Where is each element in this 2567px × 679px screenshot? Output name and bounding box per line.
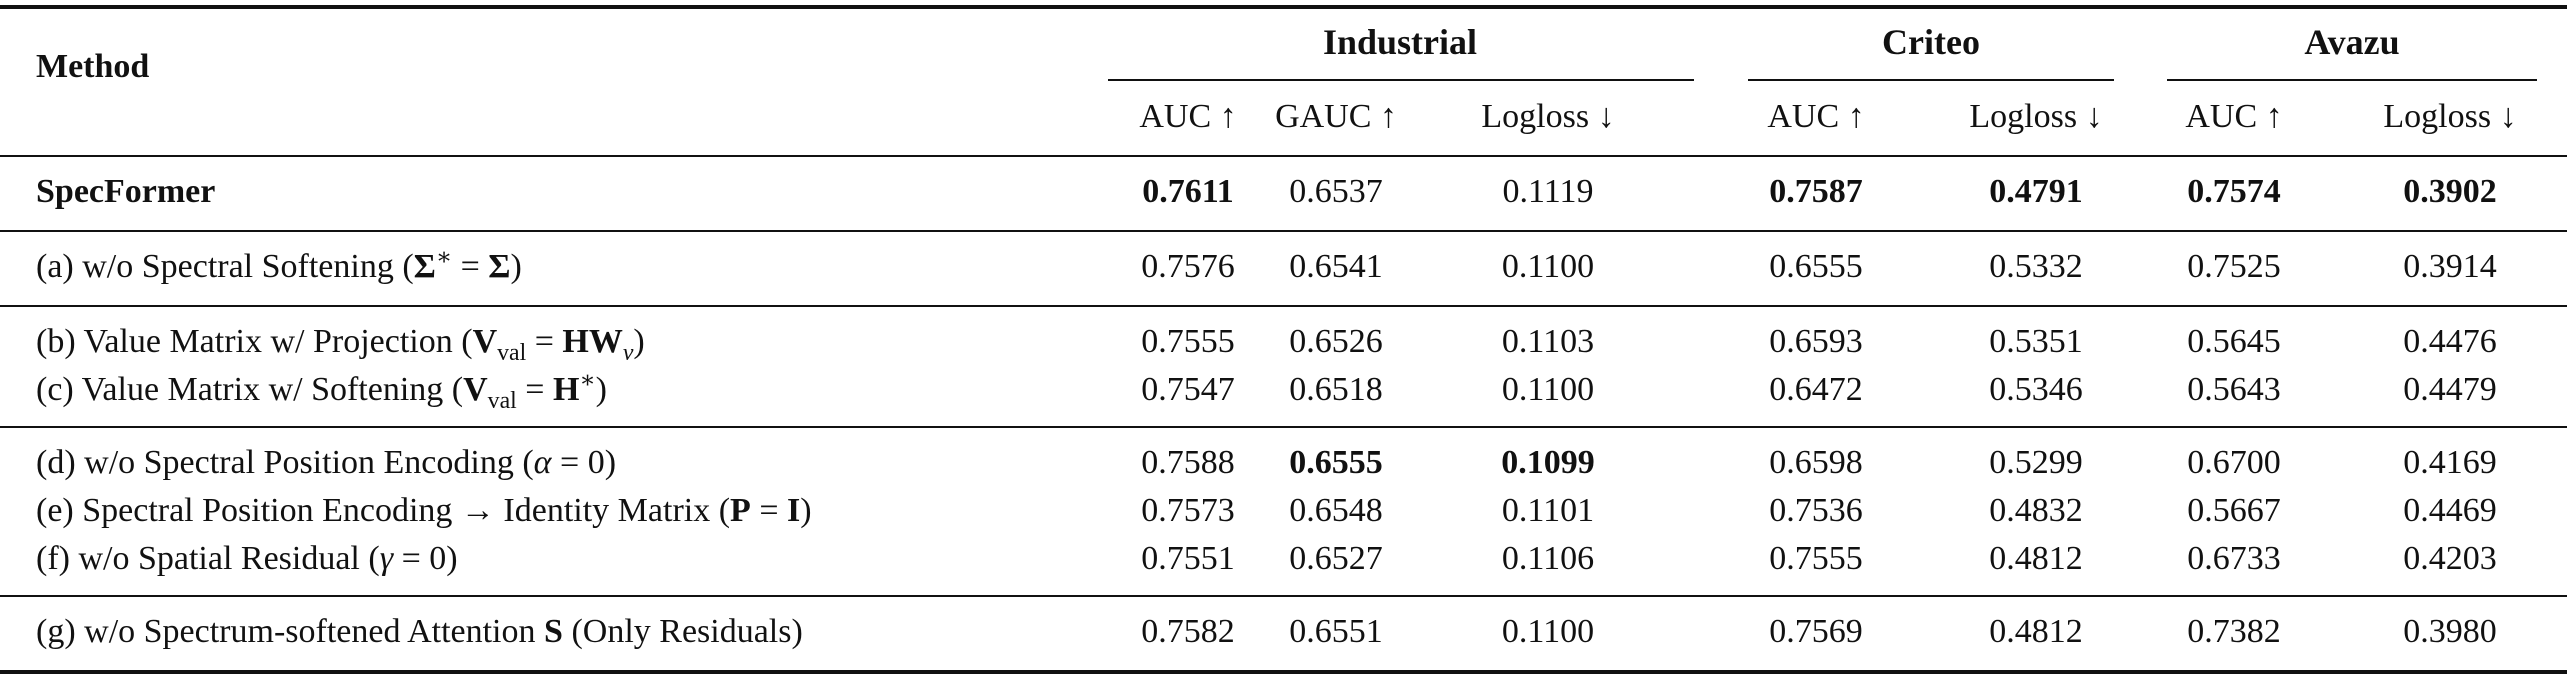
row-label-specformer: SpecFormer	[36, 173, 216, 210]
cell-r6-c3: 0.7555	[1769, 540, 1863, 577]
cell-r1-c4: 0.5332	[1989, 248, 2083, 285]
row-label-c: (c) Value Matrix w/ Softening (Vval = H∗…	[36, 367, 607, 414]
cell-r0-c3: 0.7587	[1769, 173, 1863, 210]
cell-r6-c0: 0.7551	[1141, 540, 1235, 577]
cell-r7-c6: 0.3980	[2403, 613, 2497, 650]
cell-r2-c2: 0.1103	[1501, 323, 1595, 360]
avazu-underline	[2167, 79, 2537, 81]
group-header-industrial: Industrial	[1322, 22, 1478, 62]
cell-r5-c3: 0.7536	[1769, 492, 1863, 529]
cell-r5-c5: 0.5667	[2187, 492, 2281, 529]
metric-header-0: AUC ↑	[1139, 98, 1237, 135]
cell-r1-c0: 0.7576	[1141, 248, 1235, 285]
criteo-underline	[1748, 79, 2114, 81]
cell-r7-c4: 0.4812	[1989, 613, 2083, 650]
cell-r0-c1: 0.6537	[1289, 173, 1383, 210]
cell-r7-c2: 0.1100	[1501, 613, 1595, 650]
cell-r3-c1: 0.6518	[1289, 371, 1383, 408]
rule-after-a	[0, 305, 2567, 307]
cell-r5-c2: 0.1101	[1501, 492, 1595, 529]
rule-after-c	[0, 426, 2567, 428]
cell-r4-c0: 0.7588	[1141, 444, 1235, 481]
cell-r3-c6: 0.4479	[2403, 371, 2497, 408]
bottom-rule	[0, 670, 2567, 674]
cell-r3-c3: 0.6472	[1769, 371, 1863, 408]
cell-r2-c4: 0.5351	[1989, 323, 2083, 360]
cell-r5-c0: 0.7573	[1141, 492, 1235, 529]
cell-r4-c6: 0.4169	[2403, 444, 2497, 481]
cell-r1-c5: 0.7525	[2187, 248, 2281, 285]
cell-r4-c4: 0.5299	[1989, 444, 2083, 481]
row-label-a: (a) w/o Spectral Softening (Σ∗ = Σ)	[36, 244, 522, 285]
row-label-e: (e) Spectral Position Encoding → Identit…	[36, 492, 812, 529]
header-rule	[0, 155, 2567, 157]
cell-r0-c6: 0.3902	[2403, 173, 2497, 210]
metric-header-1: GAUC ↑	[1275, 98, 1397, 135]
cell-r2-c0: 0.7555	[1141, 323, 1235, 360]
cell-r7-c3: 0.7569	[1769, 613, 1863, 650]
cell-r4-c3: 0.6598	[1769, 444, 1863, 481]
cell-r5-c4: 0.4832	[1989, 492, 2083, 529]
cell-r4-c1: 0.6555	[1289, 444, 1383, 481]
row-label-g: (g) w/o Spectrum-softened Attention S (O…	[36, 613, 803, 650]
cell-r3-c5: 0.5643	[2187, 371, 2281, 408]
cell-r2-c3: 0.6593	[1769, 323, 1863, 360]
metric-header-3: AUC ↑	[1767, 98, 1865, 135]
cell-r3-c2: 0.1100	[1501, 371, 1595, 408]
cell-r2-c5: 0.5645	[2187, 323, 2281, 360]
rule-after-f	[0, 595, 2567, 597]
top-rule	[0, 5, 2567, 9]
cell-r3-c4: 0.5346	[1989, 371, 2083, 408]
cell-r6-c4: 0.4812	[1989, 540, 2083, 577]
group-header-avazu: Avazu	[2304, 22, 2400, 62]
group-header-criteo: Criteo	[1882, 22, 1980, 62]
cell-r0-c5: 0.7574	[2187, 173, 2281, 210]
cell-r6-c5: 0.6733	[2187, 540, 2281, 577]
cell-r0-c2: 0.1119	[1502, 173, 1594, 210]
cell-r7-c5: 0.7382	[2187, 613, 2281, 650]
cell-r1-c1: 0.6541	[1289, 248, 1383, 285]
cell-r3-c0: 0.7547	[1141, 371, 1235, 408]
cell-r5-c6: 0.4469	[2403, 492, 2497, 529]
row-label-f: (f) w/o Spatial Residual (γ = 0)	[36, 540, 458, 577]
cell-r7-c1: 0.6551	[1289, 613, 1383, 650]
metric-header-5: AUC ↑	[2185, 98, 2283, 135]
industrial-underline	[1108, 79, 1694, 81]
metric-header-4: Logloss ↓	[1969, 98, 2103, 135]
cell-r4-c2: 0.1099	[1501, 444, 1595, 481]
cell-r0-c4: 0.4791	[1989, 173, 2083, 210]
cell-r5-c1: 0.6548	[1289, 492, 1383, 529]
metric-header-6: Logloss ↓	[2383, 98, 2517, 135]
cell-r1-c2: 0.1100	[1501, 248, 1595, 285]
cell-r2-c6: 0.4476	[2403, 323, 2497, 360]
cell-r4-c5: 0.6700	[2187, 444, 2281, 481]
row-label-b: (b) Value Matrix w/ Projection (Vval = H…	[36, 323, 645, 366]
metric-header-2: Logloss ↓	[1481, 98, 1615, 135]
cell-r2-c1: 0.6526	[1289, 323, 1383, 360]
cell-r1-c6: 0.3914	[2403, 248, 2497, 285]
cell-r6-c6: 0.4203	[2403, 540, 2497, 577]
method-header: Method	[36, 48, 150, 85]
cell-r7-c0: 0.7582	[1141, 613, 1235, 650]
cell-r1-c3: 0.6555	[1769, 248, 1863, 285]
cell-r0-c0: 0.7611	[1142, 173, 1234, 210]
rule-after-specformer	[0, 230, 2567, 232]
row-label-d: (d) w/o Spectral Position Encoding (α = …	[36, 444, 617, 481]
cell-r6-c1: 0.6527	[1289, 540, 1383, 577]
cell-r6-c2: 0.1106	[1501, 540, 1595, 577]
